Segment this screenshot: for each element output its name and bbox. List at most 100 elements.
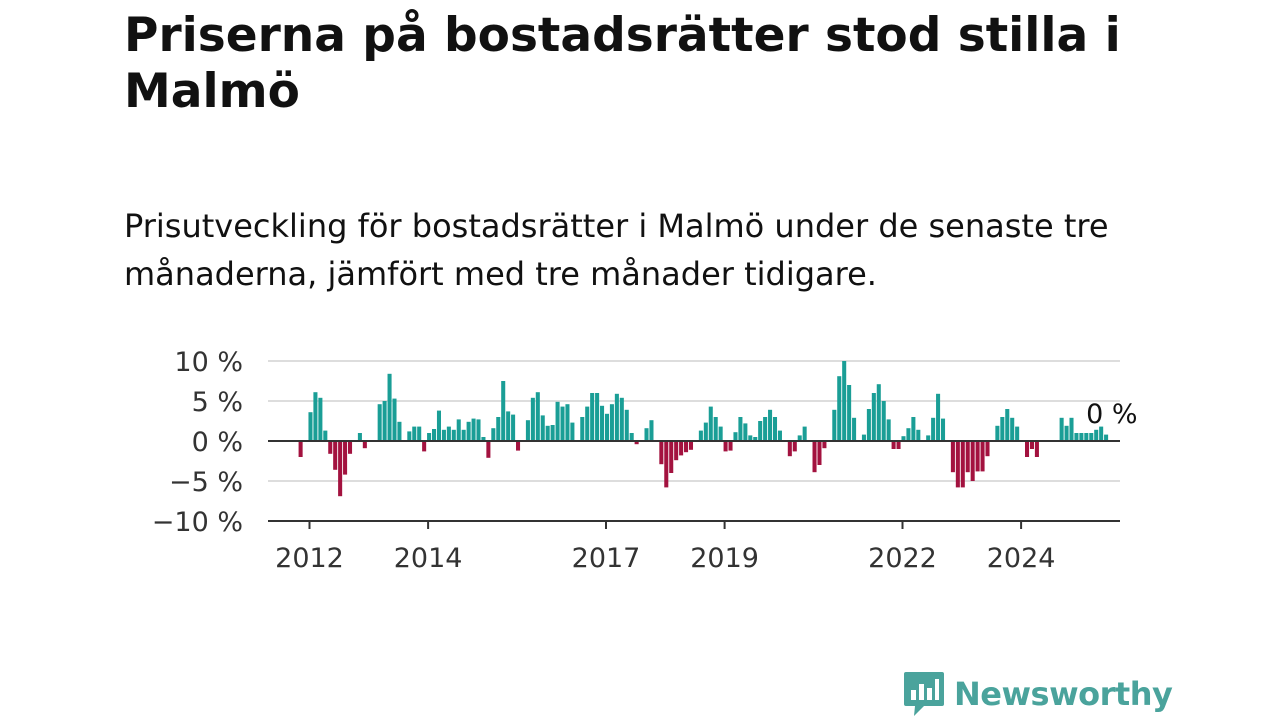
bar (906, 428, 911, 441)
bar (328, 441, 333, 454)
bar (456, 419, 461, 441)
bar (960, 441, 965, 488)
bar (323, 430, 328, 441)
annotations: 0 % (1086, 399, 1137, 430)
x-tick-label: 2017 (572, 543, 641, 574)
bar (980, 441, 985, 472)
bar (629, 433, 634, 441)
bar (817, 441, 822, 465)
bar (313, 392, 318, 441)
bar (1074, 433, 1079, 441)
bar (708, 406, 713, 441)
bar (338, 441, 343, 497)
bar (738, 417, 743, 441)
y-tick-label: 0 % (192, 427, 243, 458)
bar (461, 429, 466, 441)
bar (397, 421, 402, 441)
bar (427, 433, 432, 441)
y-tick-label: −5 % (169, 467, 243, 498)
bar (486, 441, 491, 458)
bar (679, 441, 684, 456)
bar (540, 415, 545, 441)
bar (728, 441, 733, 451)
bar (412, 426, 417, 441)
bar (955, 441, 960, 488)
bar (357, 433, 362, 441)
bar (348, 441, 353, 454)
bar (476, 419, 481, 441)
bar (614, 393, 619, 441)
bar (733, 432, 738, 441)
bar (377, 404, 382, 441)
bar (511, 414, 516, 441)
bar (392, 398, 397, 441)
bar (600, 405, 605, 441)
bar (441, 429, 446, 441)
bar (852, 417, 857, 441)
bar (688, 441, 694, 450)
bar (481, 437, 486, 441)
bar (1015, 426, 1020, 441)
bar (1034, 441, 1039, 457)
bar (911, 417, 916, 441)
bar (1079, 433, 1084, 441)
bar (659, 441, 664, 465)
x-tick-label: 2024 (987, 543, 1056, 574)
bar (768, 409, 773, 441)
bar (501, 381, 506, 441)
bar (609, 404, 614, 441)
bar (970, 441, 975, 481)
bar (570, 422, 575, 441)
chart-subtitle: Prisutveckling för bostadsrätter i Malmö… (124, 207, 1109, 293)
bar (837, 376, 842, 441)
bar (1000, 417, 1005, 441)
bar (886, 419, 891, 441)
bar (674, 441, 679, 461)
bars (298, 361, 1109, 497)
bar (787, 441, 792, 457)
bar (560, 406, 565, 441)
x-tick-label: 2022 (868, 543, 937, 574)
bar (812, 441, 817, 473)
bar (565, 404, 570, 441)
bar (965, 441, 970, 473)
bar (822, 441, 827, 449)
bar (585, 406, 590, 441)
bar (698, 430, 703, 441)
x-tick-label: 2019 (690, 543, 759, 574)
bar (772, 417, 778, 441)
bar (901, 436, 906, 441)
bar (1084, 433, 1089, 441)
bar (1069, 417, 1074, 441)
bar (451, 429, 456, 441)
bar (530, 397, 535, 441)
bar (881, 401, 886, 441)
bar (382, 401, 387, 441)
bar (713, 417, 718, 441)
bar (516, 441, 521, 451)
chart-title: Priserna på bostadsrätter stod stilla i … (124, 8, 1121, 119)
bar (1094, 429, 1099, 441)
bar (758, 421, 763, 441)
bar (792, 441, 797, 452)
bar (975, 441, 980, 472)
bar (545, 425, 550, 441)
bar (753, 437, 758, 441)
bar (590, 393, 595, 441)
newsworthy-brand: Newsworthy (902, 670, 1173, 718)
bar (926, 435, 931, 441)
bar (604, 413, 610, 441)
x-tick-label: 2012 (275, 543, 344, 574)
bar (847, 385, 852, 441)
bar (669, 441, 674, 473)
bar (703, 422, 708, 441)
bar (387, 373, 392, 441)
bar (995, 425, 1000, 441)
bar (718, 426, 723, 441)
bar (407, 431, 412, 441)
y-axis-tick-labels: 10 % 5 % 0 % −5 % −10 % (152, 347, 243, 538)
newsworthy-logo-icon (904, 672, 944, 716)
bar (417, 426, 422, 441)
bar (446, 426, 451, 441)
